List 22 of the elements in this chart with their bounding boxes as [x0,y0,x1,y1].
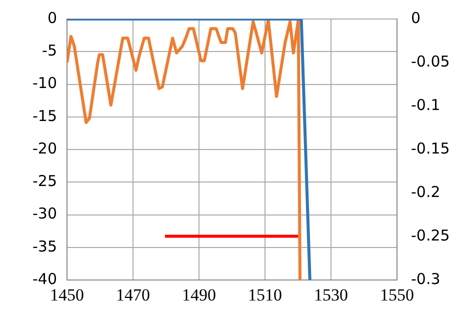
y-tick-label: -30 [32,204,57,223]
y-tick-label: -25 [32,172,57,190]
y2-tick-label: -0.3 [411,270,440,288]
y-tick-label: -15 [32,106,57,125]
x-tick-label: 1450 [50,286,84,305]
y-tick-label: -20 [32,139,57,158]
x-tick-label: 1530 [314,286,348,305]
x-tick-label: 1470 [116,286,150,305]
y2-tick-label: -0.25 [411,226,450,244]
y2-tick-label: -0.05 [411,52,450,70]
y-tick-label: 0 [47,8,57,27]
x-tick-label: 1550 [380,286,414,305]
x-tick-label: 1490 [182,286,216,305]
y-tick-label: -10 [32,74,57,92]
y-tick-label: -35 [32,237,57,256]
y-tick-label: -5 [42,42,57,60]
y-tick-label: -40 [32,270,57,288]
y2-tick-label: 0 [411,8,421,27]
y2-tick-label: -0.15 [411,139,450,158]
x-tick-label: 1510 [248,286,282,305]
y2-tick-label: -0.2 [411,182,440,201]
y2-tick-label: -0.1 [411,96,440,114]
